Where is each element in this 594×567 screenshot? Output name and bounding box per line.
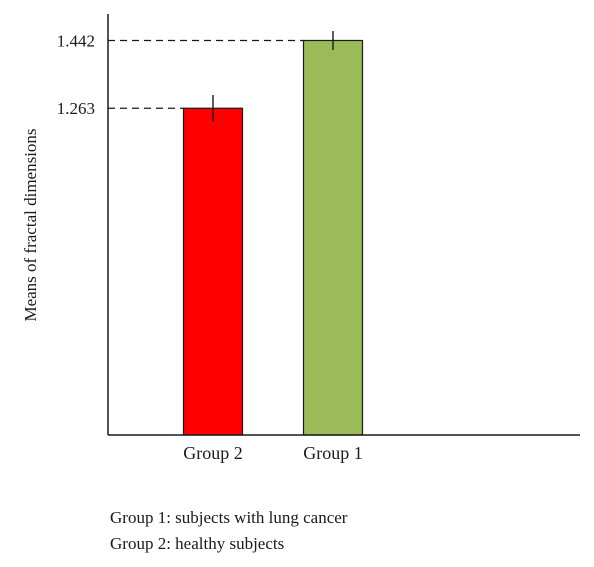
bar-group-1 (302, 39, 364, 436)
y-tick-label-1-263: 1.263 (57, 99, 95, 118)
x-tick-label-group-2: Group 2 (183, 443, 243, 463)
error-bars (212, 31, 334, 122)
bars (182, 39, 364, 436)
y-tick-labels: 1.263 1.442 (57, 31, 95, 118)
caption-group-2: Group 2: healthy subjects (110, 534, 285, 553)
y-tick-label-1-442: 1.442 (57, 31, 95, 50)
x-tick-labels: Group 2 Group 1 (183, 443, 363, 463)
caption-group-1: Group 1: subjects with lung cancer (110, 508, 348, 527)
bar-chart: 1.263 1.442 Group 2 Group 1 Means of fract… (21, 14, 580, 463)
bar-group-2 (182, 107, 244, 436)
reference-lines (108, 39, 304, 109)
x-tick-label-group-1: Group 1 (303, 443, 363, 463)
y-axis-title: Means of fractal dimensions (21, 128, 40, 321)
axes (107, 14, 580, 436)
